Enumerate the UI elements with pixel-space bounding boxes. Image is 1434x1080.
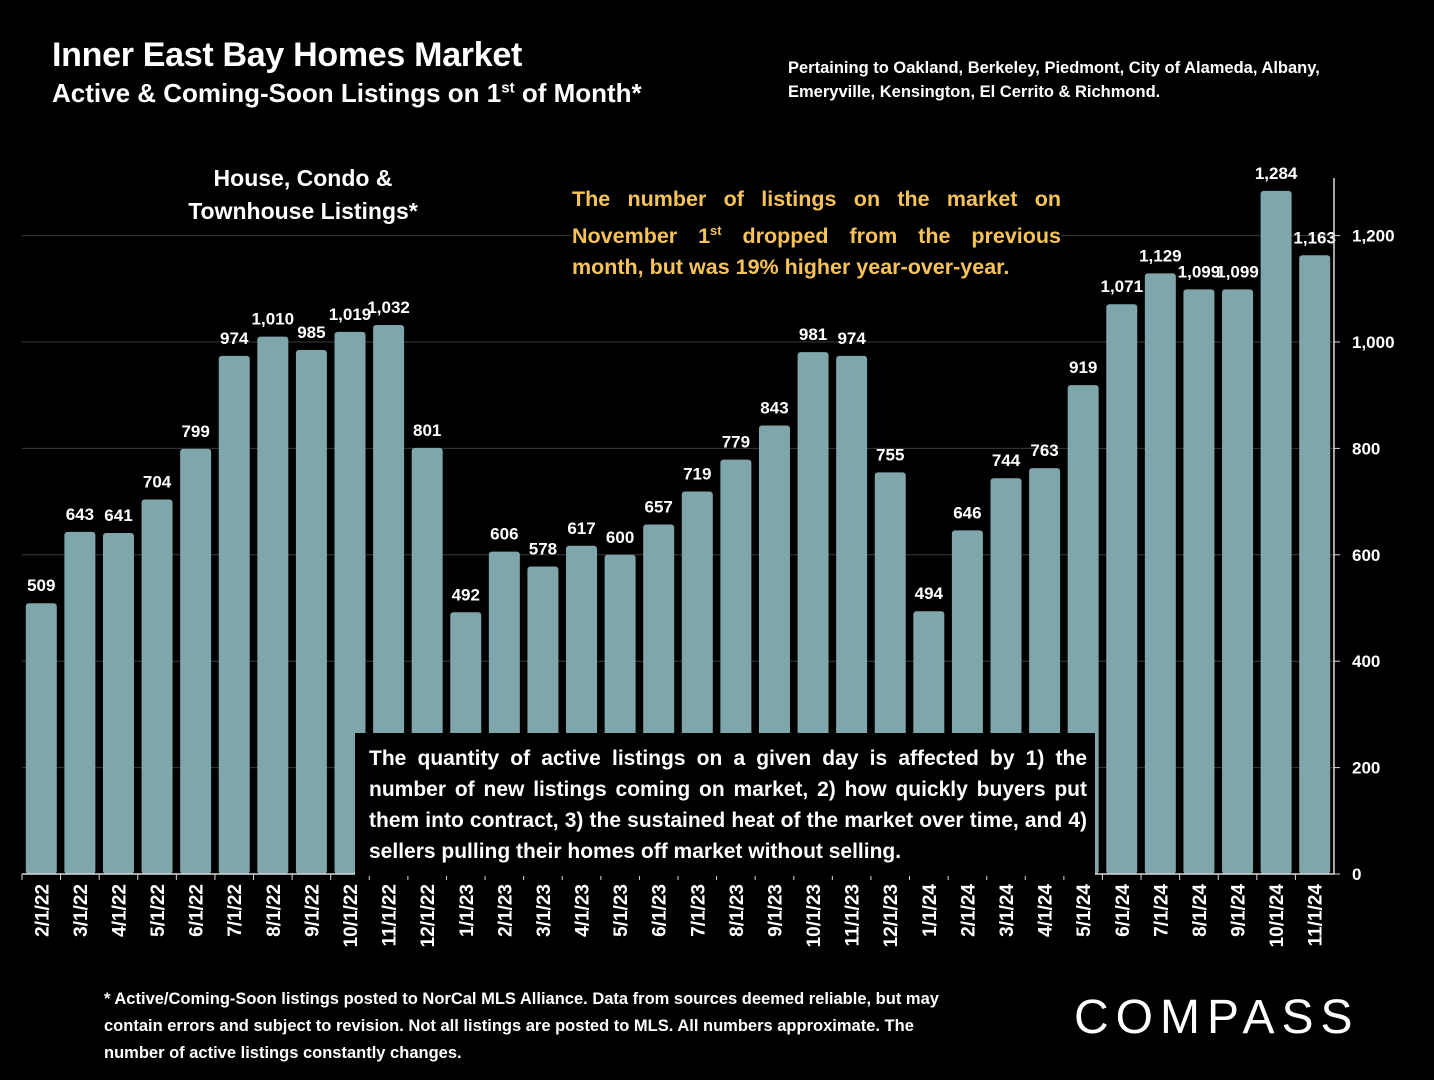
- data-label: 985: [297, 323, 325, 342]
- bar: [295, 349, 327, 875]
- chart-subtitle: Active & Coming-Soon Listings on 1st of …: [52, 78, 642, 108]
- x-tick-label: 4/1/23: [573, 884, 594, 937]
- data-label: 494: [915, 584, 944, 603]
- callout-yellow: The number of listings on the market on …: [572, 184, 1061, 284]
- data-label: 981: [799, 325, 827, 344]
- x-tick-label: 9/1/24: [1229, 884, 1250, 937]
- bar: [1106, 304, 1138, 874]
- x-tick-label: 8/1/22: [264, 884, 285, 937]
- y-tick-label: 0: [1352, 865, 1361, 884]
- x-tick-label: 7/1/22: [225, 884, 246, 937]
- data-label: 799: [181, 422, 209, 441]
- bar: [1144, 273, 1176, 874]
- bar: [1260, 190, 1292, 875]
- data-label: 755: [876, 445, 904, 464]
- data-label: 1,010: [252, 310, 295, 329]
- data-label: 744: [992, 451, 1021, 470]
- x-tick-label: 7/1/24: [1151, 884, 1172, 937]
- data-label: 974: [837, 329, 866, 348]
- x-tick-label: 11/1/24: [1306, 884, 1327, 947]
- x-tick-label: 4/1/22: [109, 884, 130, 937]
- data-label: 1,163: [1293, 228, 1336, 247]
- x-tick-label: 6/1/23: [650, 884, 671, 937]
- bar: [25, 603, 57, 874]
- bar: [1183, 289, 1215, 874]
- bar: [218, 355, 250, 874]
- data-label: 606: [490, 525, 518, 544]
- x-tick-label: 2/1/22: [32, 884, 53, 937]
- x-tick-label: 9/1/22: [302, 884, 323, 937]
- x-tick-label: 3/1/23: [534, 884, 555, 937]
- x-tick-label: 3/1/22: [71, 884, 92, 937]
- bar: [180, 448, 212, 874]
- data-label: 1,099: [1178, 262, 1221, 281]
- x-tick-label: 11/1/22: [380, 884, 401, 946]
- x-tick-label: 10/1/22: [341, 884, 362, 947]
- data-label: 704: [143, 472, 172, 491]
- chart-title: Inner East Bay Homes Market: [52, 36, 522, 74]
- data-label: 1,032: [367, 298, 410, 317]
- data-label: 1,284: [1255, 164, 1298, 183]
- x-tick-label: 12/1/22: [418, 884, 439, 947]
- x-tick-label: 1/1/23: [457, 884, 478, 937]
- data-label: 801: [413, 421, 441, 440]
- x-tick-label: 8/1/23: [727, 884, 748, 937]
- x-tick-label: 2/1/23: [495, 884, 516, 937]
- data-label: 509: [27, 576, 55, 595]
- x-tick-label: 8/1/24: [1190, 884, 1211, 937]
- x-tick-label: 1/1/24: [920, 884, 941, 937]
- data-label: 641: [104, 506, 132, 525]
- data-label: 1,071: [1100, 277, 1143, 296]
- x-tick-label: 7/1/23: [688, 884, 709, 937]
- data-label: 974: [220, 329, 249, 348]
- x-tick-label: 6/1/22: [187, 884, 208, 937]
- data-label: 600: [606, 528, 634, 547]
- data-label: 643: [66, 505, 94, 524]
- x-tick-label: 3/1/24: [997, 884, 1018, 937]
- series-label: House, Condo & Townhouse Listings*: [188, 165, 418, 224]
- bar: [141, 499, 173, 874]
- compass-logo: COMPASS: [1074, 991, 1360, 1044]
- data-label: 719: [683, 464, 711, 483]
- x-tick-label: 5/1/22: [148, 884, 169, 937]
- data-label: 1,129: [1139, 246, 1182, 265]
- y-tick-label: 1,200: [1352, 227, 1395, 246]
- x-tick-label: 4/1/24: [1036, 884, 1057, 937]
- x-tick-label: 2/1/24: [958, 884, 979, 937]
- y-tick-label: 600: [1352, 546, 1380, 565]
- x-tick-label: 6/1/24: [1113, 884, 1134, 937]
- x-tick-label: 10/1/24: [1267, 884, 1288, 948]
- bar: [102, 532, 134, 874]
- x-tick-label: 5/1/23: [611, 884, 632, 937]
- data-label: 1,019: [329, 305, 372, 324]
- data-label: 492: [452, 585, 480, 604]
- data-label: 617: [567, 519, 595, 538]
- data-label: 919: [1069, 358, 1097, 377]
- x-tick-label: 5/1/24: [1074, 884, 1095, 937]
- data-label: 657: [645, 497, 673, 516]
- x-tick-label: 10/1/23: [804, 884, 825, 947]
- y-tick-label: 800: [1352, 439, 1380, 458]
- data-label: 646: [953, 503, 981, 522]
- data-label: 843: [760, 399, 788, 418]
- bar: [1299, 255, 1331, 874]
- y-tick-label: 1,000: [1352, 333, 1395, 352]
- footnote: * Active/Coming-Soon listings posted to …: [104, 990, 939, 1062]
- data-label: 779: [722, 433, 750, 452]
- bar: [1222, 289, 1254, 874]
- callout-white: The quantity of active listings on a giv…: [355, 733, 1095, 876]
- data-label: 578: [529, 540, 557, 559]
- x-tick-label: 9/1/23: [765, 884, 786, 937]
- x-tick-label: 12/1/23: [881, 884, 902, 947]
- data-label: 763: [1030, 441, 1058, 460]
- x-tick-label: 11/1/23: [843, 884, 864, 946]
- pertaining-note: Pertaining to Oakland, Berkeley, Piedmon…: [788, 59, 1320, 101]
- y-tick-label: 200: [1352, 759, 1380, 778]
- y-tick-label: 400: [1352, 652, 1380, 671]
- bar: [257, 336, 289, 874]
- data-label: 1,099: [1216, 262, 1259, 281]
- bar: [64, 531, 96, 874]
